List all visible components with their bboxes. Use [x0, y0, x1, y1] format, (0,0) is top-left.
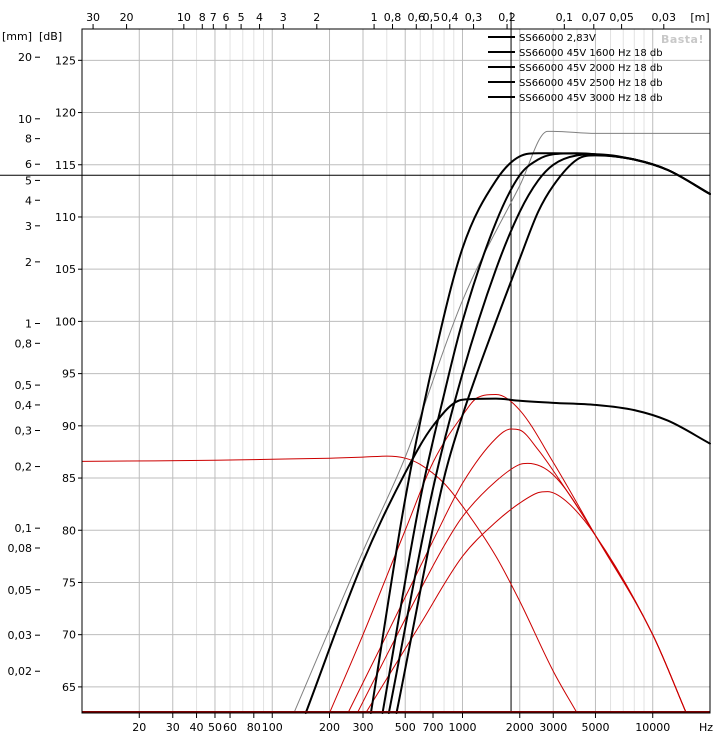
x-tick-label: 40: [190, 721, 204, 734]
x-tick-label: 3000: [539, 721, 567, 734]
y-mm-tick-label: 5: [25, 174, 32, 187]
x-top-tick-label: 0,07: [582, 11, 607, 24]
x-top-tick-label: 30: [86, 11, 100, 24]
y-db-tick-label: 120: [55, 107, 76, 120]
x-tick-label: 50: [208, 721, 222, 734]
legend-entry: SS66000 45V 2000 Hz 18 db: [519, 63, 663, 74]
x-tick-label: 2000: [506, 721, 534, 734]
y-mm-tick-label: 0,4: [15, 399, 33, 412]
x-top-tick-label: 1: [371, 11, 378, 24]
y-db-tick-label: 95: [62, 368, 76, 381]
x-top-tick-label: 20: [120, 11, 134, 24]
x-top-tick-label: 0,6: [408, 11, 426, 24]
y-mm-tick-label: 1: [25, 317, 32, 330]
grid: [82, 29, 710, 713]
y-mm-tick-label: 20: [18, 51, 32, 64]
x-tick-label: 60: [223, 721, 237, 734]
x-top-tick-label: 10: [177, 11, 191, 24]
x-top-tick-label: 6: [223, 11, 230, 24]
y-mm-tick-label: 0,1: [15, 522, 33, 535]
y-db-tick-label: 90: [62, 420, 76, 433]
series-line-excursion: [81, 455, 578, 714]
axis-labels: 20 30 40 50 60 80 100 200 300 500 700 1000 2000 3000 5…: [2, 11, 713, 734]
x-top-tick-label: 5: [238, 11, 245, 24]
x-axis-unit: Hz: [699, 721, 713, 734]
x-tick-label: 700: [423, 721, 444, 734]
y-mm-tick-label: 0,3: [15, 425, 33, 438]
y-mm-tick-label: 6: [25, 158, 32, 171]
y-mm-tick-label: 2: [25, 256, 32, 269]
x-top-tick-label: 0,4: [441, 11, 459, 24]
plot-frame: [81, 28, 711, 714]
reference-lines: [0, 12, 710, 713]
legend: SS66000 2,83V SS66000 45V 1600 Hz 18 db SS…: [488, 33, 663, 104]
x-top-tick-label: 0,3: [465, 11, 483, 24]
x-top-tick-label: 3: [280, 11, 287, 24]
y-db-tick-label: 110: [55, 211, 76, 224]
series-line-spl: [381, 152, 711, 714]
series-line-excursion: [365, 491, 687, 714]
y-mm-tick-label: 0,02: [8, 665, 33, 678]
x-tick-label: 1000: [448, 721, 476, 734]
y-mm-tick-label: 0,5: [15, 379, 33, 392]
watermark-text: Basta!: [661, 33, 704, 46]
x-tick-label: 300: [353, 721, 374, 734]
legend-entry: SS66000 45V 1600 Hz 18 db: [519, 48, 663, 59]
x-tick-label: 20: [132, 721, 146, 734]
series-line-spl: [369, 152, 711, 714]
y-db-unit: [dB]: [39, 30, 62, 43]
x-top-tick-label: 0,5: [423, 11, 441, 24]
x-top-tick-label: 4: [256, 11, 263, 24]
x-tick-label: 10000: [635, 721, 670, 734]
series-line-spl: [304, 397, 711, 714]
x-top-tick-label: 0,05: [609, 11, 634, 24]
x-top-tick-label: 0,8: [384, 11, 402, 24]
y-db-tick-label: 100: [55, 315, 76, 328]
x-top-tick-label: 2: [313, 11, 320, 24]
y-db-tick-label: 70: [62, 629, 76, 642]
x-top-tick-label: 7: [210, 11, 217, 24]
x-tick-label: 30: [166, 721, 180, 734]
y-db-tick-label: 80: [62, 524, 76, 537]
x-tick-label: 80: [247, 721, 261, 734]
x-top-tick-label: 0,1: [556, 11, 574, 24]
y-db-tick-label: 105: [55, 263, 76, 276]
x-tick-label: 5000: [581, 721, 609, 734]
y-mm-tick-label: 4: [25, 194, 32, 207]
y-db-tick-label: 85: [62, 472, 76, 485]
series-line-spl: [395, 154, 711, 714]
y-mm-tick-label: 8: [25, 133, 32, 146]
y-mm-unit: [mm]: [2, 30, 32, 43]
y-mm-tick-label: 0,8: [15, 337, 33, 350]
y-mm-tick-label: 10: [18, 113, 32, 126]
y-mm-tick-label: 0,2: [15, 461, 33, 474]
x-tick-label: 500: [395, 721, 416, 734]
axis-ticks: [35, 24, 665, 718]
y-mm-tick-label: 3: [25, 220, 32, 233]
x-top-unit: [m]: [690, 11, 709, 24]
y-db-tick-label: 65: [62, 681, 76, 694]
x-top-tick-label: 8: [199, 11, 206, 24]
legend-entry: SS66000 45V 3000 Hz 18 db: [519, 93, 663, 104]
x-top-tick-label: 0,2: [498, 11, 516, 24]
legend-entry: SS66000 45V 2500 Hz 18 db: [519, 78, 663, 89]
curves: [81, 130, 711, 714]
x-tick-label: 200: [319, 721, 340, 734]
y-db-tick-label: 125: [55, 54, 76, 67]
series-line-limit: [293, 130, 711, 714]
x-tick-label: 100: [262, 721, 283, 734]
series-line-spl: [387, 153, 711, 714]
series-line-excursion: [329, 394, 687, 714]
y-mm-tick-label: 0,05: [8, 584, 33, 597]
legend-entry: SS66000 2,83V: [519, 33, 596, 44]
y-mm-tick-label: 0,03: [8, 629, 33, 642]
x-top-tick-label: 0,03: [652, 11, 677, 24]
series-line-excursion: [356, 462, 687, 714]
y-mm-tick-label: 0,08: [8, 542, 33, 555]
y-db-tick-label: 75: [62, 576, 76, 589]
y-db-tick-label: 115: [55, 159, 76, 172]
